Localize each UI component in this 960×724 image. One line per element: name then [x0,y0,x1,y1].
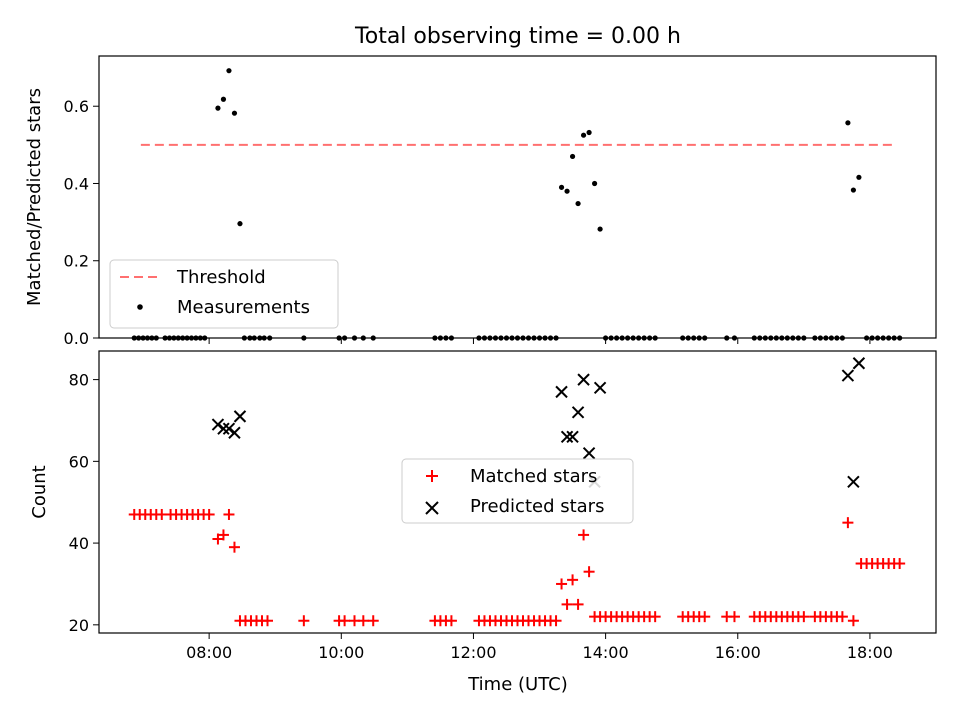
matched-star-point [228,541,240,553]
top-plot-frame [98,55,937,339]
x-tick-label: 12:00 [450,643,496,662]
measurement-point [597,226,603,232]
matched-star-point [556,578,568,590]
measurement-point [226,68,232,74]
x-tick-label: 08:00 [186,643,232,662]
measurement-point [580,132,587,138]
y-tick-label: 0.0 [64,329,89,348]
matched-star-point [262,615,274,627]
matched-star-point [203,508,215,520]
top-axis-ticks: 0.0 0.2 0.4 0.6 [64,97,871,348]
measurement-point [220,96,227,102]
measurement-point [850,187,857,193]
matched-star-point [847,615,859,627]
matched-star-point [842,517,854,529]
y-tick-label: 40 [69,534,89,553]
measurement-point [575,200,581,207]
matched-star-point [649,611,661,623]
y-tick-label: 0.6 [64,97,89,116]
matched-star-point [223,508,235,520]
matched-star-point [728,611,740,623]
bottom-y-axis-label: Count [29,465,50,518]
y-tick-label: 0.2 [64,252,89,271]
bottom-plot-marks [128,357,906,627]
bottom-legend: Matched stars Predicted stars [401,458,634,524]
legend-threshold-label: Threshold [176,267,266,288]
matched-star-point [298,615,310,627]
measurement-point [231,110,238,116]
predicted-star-point [228,426,241,439]
bottom-plot-frame [98,350,937,634]
matched-star-point [699,611,711,623]
measurement-point [569,153,576,160]
measurement-point [586,129,592,136]
bottom-panel: 08:00 10:00 12:00 14:00 16:00 18:00 20 40 60 80 C… [29,350,937,695]
legend-matched-label: Matched stars [470,466,597,487]
predicted-star-point [571,406,585,419]
x-tick-label: 18:00 [847,643,893,662]
measurement-point [215,105,221,111]
predicted-star-point [593,381,607,394]
predicted-star-point [555,385,568,399]
measurement-point [237,221,243,227]
bottom-axis-ticks: 08:00 10:00 12:00 14:00 16:00 18:00 20 40 60 80 [69,371,893,662]
predicted-star-point [852,357,866,370]
predicted-star-point [222,422,236,435]
matched-star-point [550,615,562,627]
measurement-point [558,184,565,190]
predicted-star-point [841,369,855,382]
matched-star-point [561,598,573,610]
measurement-point [845,120,851,126]
chart-title: Total observing time = 0.00 h [354,24,681,49]
top-panel: 0.0 0.2 0.4 0.6 Matched/Predicted stars Thr… [24,55,937,348]
x-axis-label: Time (UTC) [467,674,568,695]
matched-star-point [836,611,848,623]
matched-star-point [339,615,351,627]
legend-matched-swatch [426,470,438,482]
top-legend: Threshold Measurements [109,259,339,329]
legend-predicted-swatch [425,501,439,515]
matched-star-point [367,615,379,627]
measurement-point [591,180,598,187]
measurement-point [564,188,570,194]
y-tick-label: 20 [69,616,89,635]
matched-star-point [357,615,369,627]
y-tick-label: 0.4 [64,174,89,193]
predicted-star-point [847,475,860,488]
matched-star-point [578,529,590,541]
predicted-star-point [577,373,590,386]
legend-measurements-label: Measurements [177,297,310,318]
matched-star-point [567,574,579,586]
predicted-star-point [560,430,574,444]
matched-star-point [445,615,457,627]
matched-star-point [894,558,906,570]
predicted-star-point [582,446,596,460]
predicted-star-point [566,430,579,444]
matched-star-point [217,529,229,541]
top-y-axis-label: Matched/Predicted stars [24,88,45,306]
matched-star-point [212,533,224,545]
y-tick-label: 60 [69,452,89,471]
matched-star-point [572,598,584,610]
y-tick-label: 80 [69,371,89,390]
legend-measurements-swatch [137,304,143,310]
predicted-star-point [211,418,225,431]
matched-star-point [798,611,810,623]
predicted-star-point [233,410,247,423]
x-tick-label: 14:00 [583,643,629,662]
matched-star-point [583,566,595,578]
predicted-star-point [217,422,230,435]
x-tick-label: 16:00 [715,643,761,662]
measurement-point [856,174,862,180]
legend-predicted-label: Predicted stars [470,496,604,517]
x-tick-label: 10:00 [318,643,364,662]
